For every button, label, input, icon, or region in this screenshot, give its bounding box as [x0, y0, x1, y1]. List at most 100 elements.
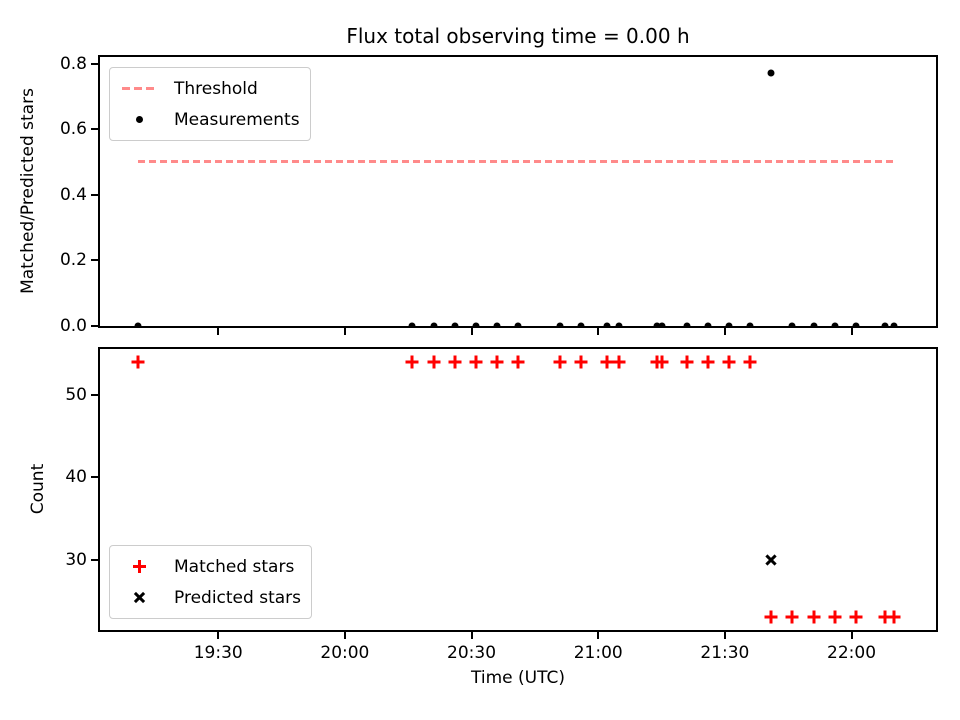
x-tick-label: 20:00	[320, 643, 370, 663]
x-tick	[597, 328, 600, 335]
matched-stars-marker	[701, 355, 715, 369]
x-axis-label: Time (UTC)	[471, 668, 565, 688]
top-plot-area	[100, 57, 936, 326]
threshold-line	[138, 160, 894, 164]
bottom-plot-area	[100, 349, 936, 630]
matched-stars-marker	[490, 355, 504, 369]
legend-item-predicted-stars: Predicted stars	[116, 582, 301, 613]
matched-stars-marker	[600, 355, 614, 369]
matched-stars-marker	[722, 355, 736, 369]
measurements-marker	[658, 322, 666, 326]
bottom-subplot-axes: Matched stars Predicted stars 19:30 20:00…	[65, 347, 938, 663]
legend-item-measurements: Measurements	[116, 104, 300, 135]
measurements-marker	[615, 322, 623, 326]
matched-stars-marker	[849, 610, 863, 624]
measurements-marker	[746, 322, 754, 326]
measurements-marker	[134, 322, 142, 326]
measurements-marker	[472, 322, 480, 326]
measurements-marker	[577, 322, 585, 326]
measurements-marker	[556, 322, 564, 326]
x-tick	[723, 328, 726, 335]
matched-stars-marker	[764, 610, 778, 624]
measurements-marker	[788, 322, 796, 326]
legend-label: Predicted stars	[174, 587, 301, 608]
y-tick-label: 0.6	[59, 119, 87, 140]
y-tick	[91, 128, 98, 131]
measurements-marker	[493, 322, 501, 326]
x-tick	[217, 328, 220, 335]
bottom-legend: Matched stars Predicted stars	[109, 545, 312, 619]
chart-title: Flux total observing time = 0.00 h	[346, 24, 690, 48]
measurements-marker	[514, 322, 522, 326]
x-tick-label: 21:00	[573, 643, 623, 663]
y-tick-label: 40	[65, 467, 87, 488]
x-tick	[723, 632, 726, 639]
measurements-marker	[430, 322, 438, 326]
y-tick	[91, 62, 98, 65]
bottom-y-axis-label: Count	[28, 463, 48, 515]
measurements-marker	[725, 322, 733, 326]
matched-stars-marker	[807, 610, 821, 624]
threshold-dash-icon	[122, 87, 156, 90]
predicted-stars-marker	[762, 550, 780, 568]
top-legend: Threshold Measurements	[109, 67, 311, 141]
y-tick-label: 30	[65, 549, 87, 570]
y-tick	[91, 259, 98, 262]
matched-stars-marker	[131, 355, 145, 369]
y-tick	[91, 325, 98, 327]
matched-stars-marker	[612, 355, 626, 369]
measurements-marker	[767, 69, 775, 77]
y-tick	[91, 476, 98, 479]
matched-stars-marker	[743, 355, 757, 369]
y-tick-label: 0.0	[59, 316, 87, 336]
measurements-marker	[653, 322, 661, 326]
matched-stars-marker	[553, 355, 567, 369]
measurements-marker	[451, 322, 459, 326]
x-tick-label: 20:30	[447, 643, 497, 663]
matched-stars-marker	[574, 355, 588, 369]
x-tick-label: 21:30	[700, 643, 750, 663]
matched-stars-marker	[405, 355, 419, 369]
legend-item-matched-stars: Matched stars	[116, 551, 301, 582]
measurements-marker	[408, 322, 416, 326]
measurements-marker	[852, 322, 860, 326]
matched-stars-marker	[511, 355, 525, 369]
x-tick	[217, 632, 220, 639]
matched-stars-marker	[785, 610, 799, 624]
measurement-dot-icon	[135, 116, 143, 123]
matched-stars-marker	[655, 355, 669, 369]
measurements-marker	[831, 322, 839, 326]
matched-stars-marker	[469, 355, 483, 369]
matched-stars-marker	[427, 355, 441, 369]
legend-label: Threshold	[174, 78, 258, 99]
matched-stars-marker	[448, 355, 462, 369]
y-tick-label: 0.2	[59, 250, 87, 271]
matched-stars-marker	[828, 610, 842, 624]
legend-label: Matched stars	[174, 556, 295, 577]
y-tick	[91, 193, 98, 196]
measurements-marker	[890, 322, 898, 326]
x-tick	[470, 632, 473, 639]
x-tick-label: 19:30	[193, 643, 243, 663]
x-tick	[470, 328, 473, 335]
x-tick	[343, 632, 346, 639]
x-tick	[850, 632, 853, 639]
top-subplot-axes: Threshold Measurements 0.0 0.2 0.4 0.6 0.8	[60, 54, 938, 336]
x-tick-label: 22:00	[827, 643, 877, 663]
measurements-marker	[603, 322, 611, 326]
measurements-marker	[881, 322, 889, 326]
matched-stars-marker	[680, 355, 694, 369]
matched-stars-marker	[878, 610, 892, 624]
y-tick	[91, 393, 98, 396]
y-tick-label: 50	[65, 384, 87, 405]
y-tick	[91, 558, 98, 561]
predicted-x-icon	[130, 588, 148, 606]
measurements-marker	[683, 322, 691, 326]
legend-label: Measurements	[174, 109, 300, 130]
matched-plus-icon	[132, 560, 146, 573]
measurements-marker	[704, 322, 712, 326]
x-tick	[343, 328, 346, 335]
x-tick	[597, 632, 600, 639]
y-tick-label: 0.8	[59, 53, 87, 74]
